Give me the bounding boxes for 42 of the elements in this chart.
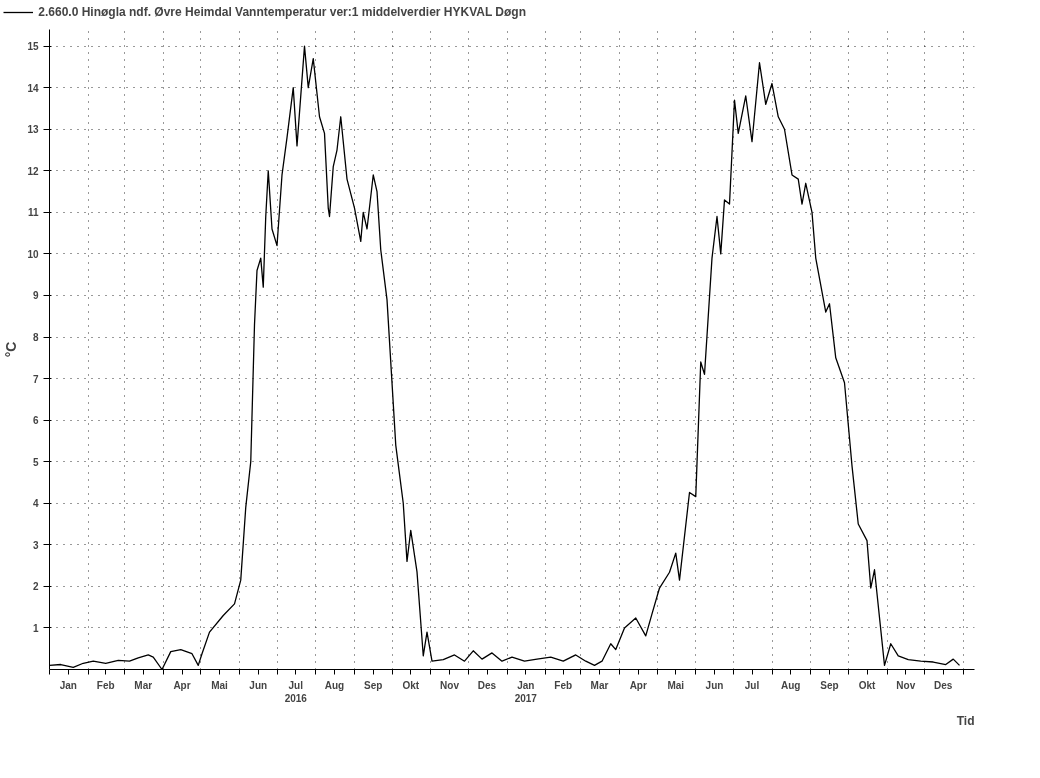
- y-tick-label: 13: [27, 124, 39, 136]
- x-tick-label: Feb: [554, 679, 573, 691]
- y-tick-label: 5: [32, 456, 39, 468]
- x-tick-label: Des: [477, 679, 497, 691]
- y-tick-label: 11: [27, 207, 39, 219]
- x-tick-label: Aug: [324, 679, 345, 691]
- x-tick-label: Sep: [820, 679, 839, 691]
- x-tick-label: Mar: [590, 679, 609, 691]
- y-tick-label: 10: [27, 248, 39, 260]
- y-tick-label: 12: [27, 165, 39, 177]
- y-tick-label: 1: [32, 622, 39, 634]
- y-tick-label: 3: [32, 539, 39, 551]
- x-tick-label: Des: [934, 679, 953, 691]
- x-tick-label: Feb: [96, 679, 115, 691]
- legend-label: 2.660.0 Hinøgla ndf. Øvre Heimdal Vanntemperatur ver:1 middelverdier HYKVAL Døgn: [38, 5, 527, 19]
- y-axis-title: °C: [3, 341, 20, 358]
- x-tick-label: Jun: [705, 679, 724, 691]
- x-tick-label: Jul 2016: [284, 679, 308, 704]
- y-tick-label: 2: [32, 581, 39, 593]
- x-tick-label: Okt: [858, 679, 876, 691]
- y-tick-label: 15: [27, 41, 39, 53]
- x-tick-label: Aug: [781, 679, 801, 691]
- y-tick-label: 7: [32, 373, 39, 385]
- y-tick-label: 8: [32, 332, 39, 344]
- y-tick-label: 14: [27, 82, 39, 94]
- x-tick-label: Mar: [134, 679, 153, 691]
- x-axis-title: Tid: [956, 713, 975, 728]
- x-tick-label: Apr: [629, 679, 647, 691]
- y-tick-label: 6: [32, 415, 39, 427]
- x-tick-label: Jan 2017: [514, 679, 538, 704]
- x-tick-label: Nov: [896, 679, 916, 691]
- x-tick-label: Apr: [173, 679, 191, 691]
- x-tick-label: Sep: [364, 679, 383, 691]
- x-tick-label: Nov: [440, 679, 460, 691]
- x-tick-label: Mai: [211, 679, 229, 691]
- x-tick-label: Mai: [667, 679, 685, 691]
- x-tick-label: Jul: [744, 679, 760, 691]
- x-tick-label: Okt: [402, 679, 420, 691]
- y-tick-label: 4: [32, 498, 39, 510]
- y-tick-label: 9: [32, 290, 39, 302]
- x-tick-label: Jun: [249, 679, 268, 691]
- x-tick-label: Jan: [59, 679, 77, 691]
